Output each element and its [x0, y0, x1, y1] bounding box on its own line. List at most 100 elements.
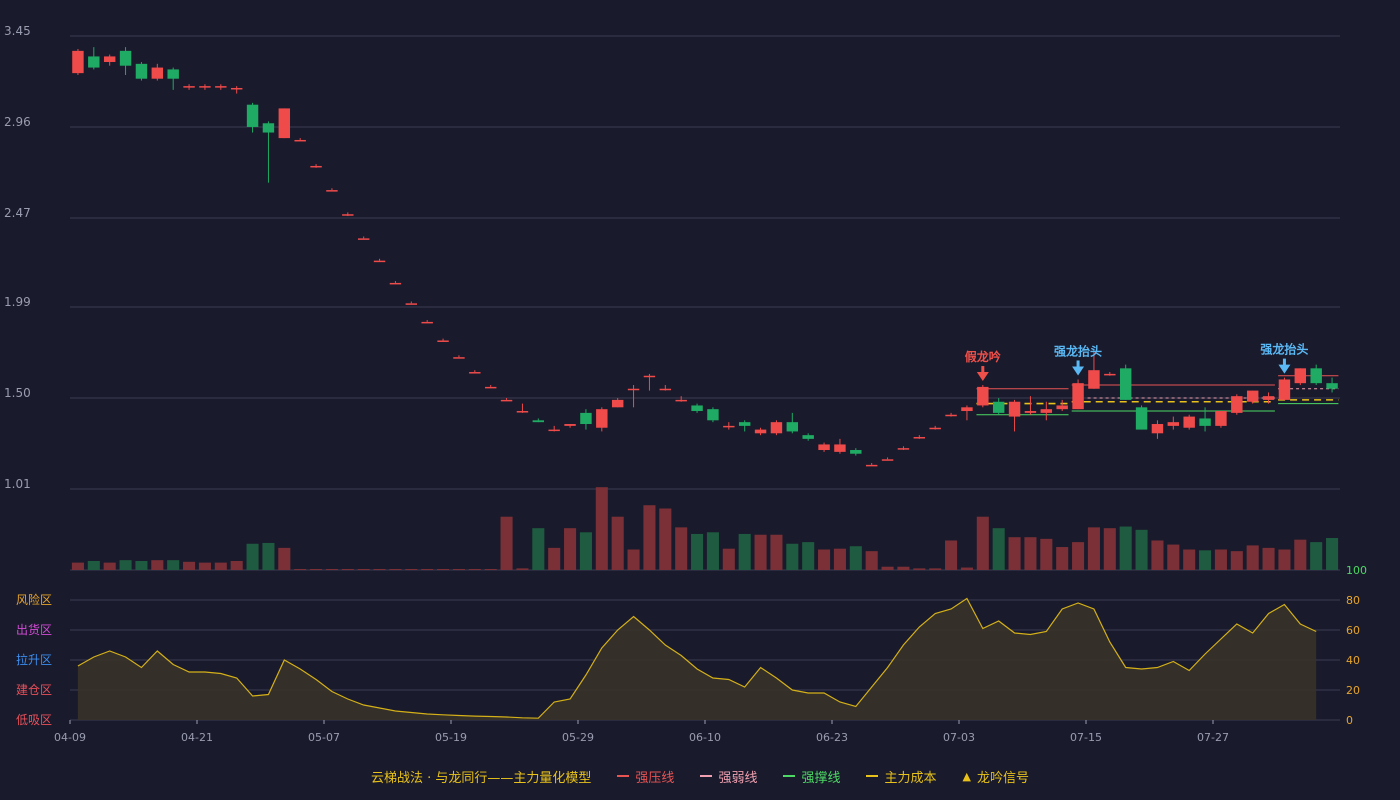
candle-body [421, 321, 433, 324]
volume-bar [341, 569, 354, 570]
volume-bar [167, 560, 180, 570]
indicator-tick-label: 0 [1346, 714, 1353, 727]
volume-bar [452, 569, 465, 570]
volume-bar [643, 505, 656, 570]
price-tick-label: 2.47 [4, 206, 31, 220]
candle-body [326, 190, 338, 192]
volume-bar [1056, 547, 1069, 570]
volume-bar [722, 548, 735, 570]
signal-label: 假龙吟 [965, 349, 1001, 364]
triangle-icon: ▲ [962, 769, 971, 783]
legend-item-pressure[interactable]: 强压线 [617, 767, 674, 786]
candle-body [437, 340, 449, 342]
volume-bar [548, 547, 561, 570]
legend-title-text: 云梯战法 · 与龙同行——主力量化模型 [371, 770, 592, 786]
legend-item-weak[interactable]: 强弱线 [700, 767, 757, 786]
legend-item-signal[interactable]: ▲ 龙吟信号 [962, 767, 1028, 786]
price-tick-label: 2.96 [4, 115, 31, 129]
volume-bar [1119, 526, 1132, 570]
legend-label: 强撑线 [801, 770, 841, 786]
candle-body [135, 63, 148, 79]
volume-bar [532, 528, 545, 570]
x-tick-label: 06-23 [816, 731, 848, 744]
candle-body [1167, 422, 1180, 426]
grid-layer [70, 35, 1340, 721]
volume-bar [770, 534, 783, 570]
candle-body [1104, 373, 1116, 376]
signal-label: 强龙抬头 [1054, 343, 1102, 358]
x-tick-label: 05-19 [435, 731, 467, 744]
candle-body [850, 450, 862, 454]
candle-body [1151, 424, 1164, 434]
volume-bar [611, 516, 624, 570]
candle-body [802, 435, 814, 439]
candle-body [929, 427, 941, 430]
zone-label: 建仓区 [16, 683, 52, 697]
candle-body [1183, 416, 1195, 428]
candle-body [818, 444, 830, 451]
candle-body [596, 409, 608, 428]
volume-bar [151, 560, 164, 570]
volume-bar [198, 562, 211, 570]
candle-body [262, 123, 275, 133]
candle-body [469, 372, 481, 374]
price-tick-label: 1.99 [4, 295, 31, 309]
candle-body [754, 429, 767, 434]
volume-bar [786, 543, 799, 570]
axis-labels-layer: 3.45 2.96 2.47 1.99 1.50 1.01 100 80 60 40 20 0 风险区出… [4, 24, 1367, 744]
volume-bar [595, 487, 608, 570]
candle-body [1294, 368, 1307, 384]
volume-bar [357, 569, 370, 570]
legend-label: 龙吟信号 [976, 770, 1029, 786]
volume-bar [246, 543, 259, 570]
candle-body [897, 448, 910, 450]
volume-bar [421, 569, 434, 570]
volume-bar [325, 569, 338, 570]
candle-body [977, 386, 989, 406]
legend-label: 主力成本 [884, 770, 937, 786]
candle-body [564, 424, 576, 426]
x-tick-label: 05-29 [562, 731, 594, 744]
candle-body [215, 86, 227, 88]
indicator-tick-label: 20 [1346, 684, 1360, 697]
volume-bar [960, 567, 973, 570]
volume-bar [87, 560, 100, 570]
weak-line-icon [700, 775, 713, 777]
legend-label: 强压线 [635, 770, 675, 786]
volume-bar [992, 528, 1005, 570]
candle-body [1310, 368, 1322, 384]
indicator-tick-label: 40 [1346, 654, 1360, 667]
candle-body [357, 238, 370, 240]
zone-label: 出货区 [16, 622, 52, 637]
volume-bar [1167, 544, 1180, 570]
x-tick-label: 06-10 [689, 731, 721, 744]
candle-body [88, 56, 100, 68]
volume-bar [468, 569, 481, 570]
x-tick-label: 07-27 [1197, 731, 1229, 744]
candle-body [500, 399, 513, 402]
candle-body [1326, 383, 1338, 389]
candle-body [834, 444, 846, 452]
candle-body [373, 260, 386, 263]
candle-body [183, 86, 195, 88]
legend-item-cost[interactable]: 主力成本 [866, 767, 936, 786]
candle-body [659, 388, 672, 391]
candle-body [1040, 409, 1053, 413]
volume-bar [945, 540, 958, 570]
volume-bar [627, 549, 640, 570]
volume-bar [310, 569, 323, 570]
volume-bar [103, 562, 116, 570]
candle-body [167, 69, 179, 79]
candle-body [199, 86, 211, 88]
volume-bar [214, 562, 227, 570]
candle-body [945, 414, 957, 417]
legend-item-support[interactable]: 强撑线 [783, 767, 840, 786]
candle-body [1199, 418, 1211, 426]
volume-bar [119, 560, 132, 570]
indicator-area [77, 598, 1317, 720]
volume-bar [564, 528, 577, 570]
candle-body [516, 411, 529, 413]
volume-bar [738, 533, 751, 570]
volume-layer [71, 487, 1339, 570]
